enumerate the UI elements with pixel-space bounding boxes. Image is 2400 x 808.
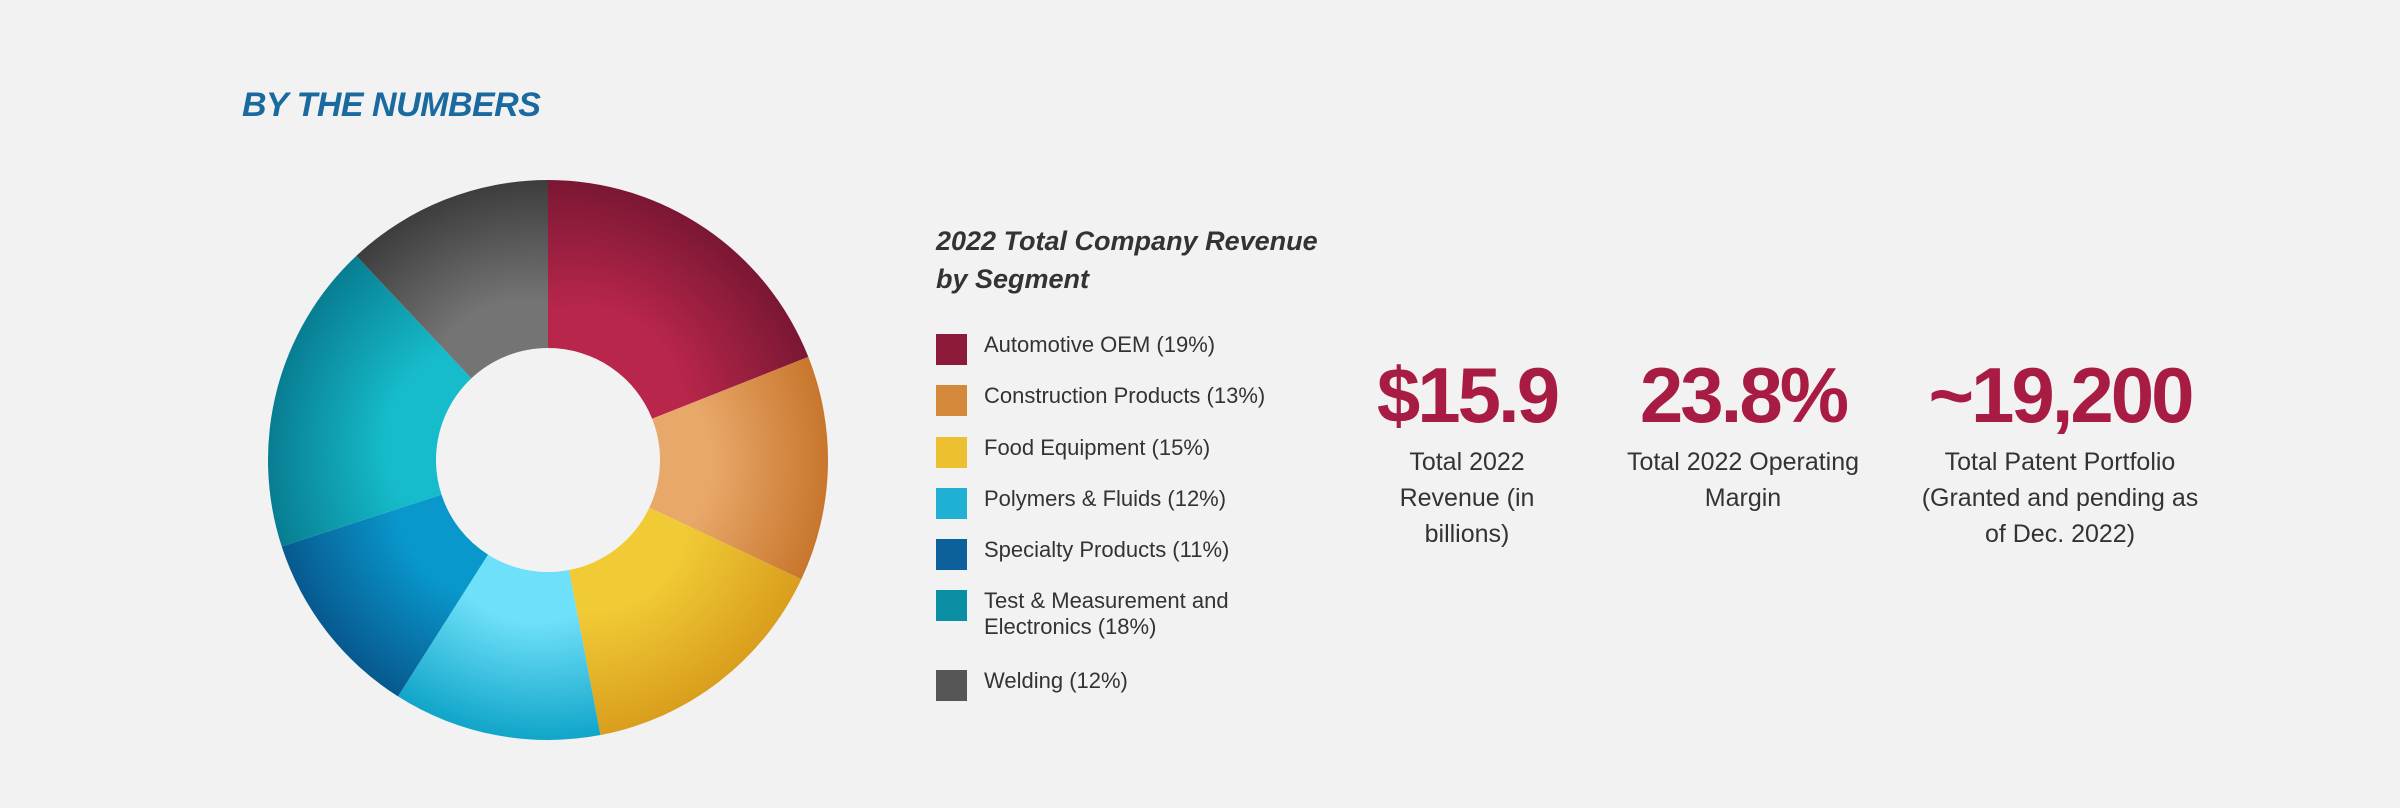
legend-label: Automotive OEM (19%)	[984, 332, 1304, 358]
stat-operating-margin: 23.8% Total 2022 Operating Margin	[1618, 350, 1868, 516]
chart-title: 2022 Total Company Revenue by Segment	[936, 222, 1356, 298]
legend-swatch	[936, 385, 967, 416]
legend-label: Test & Measurement and Electronics (18%)	[984, 588, 1304, 640]
legend-swatch	[936, 488, 967, 519]
stat-value: $15.9	[1362, 350, 1572, 440]
chart-title-line-2: by Segment	[936, 260, 1356, 298]
stat-revenue: $15.9 Total 2022 Revenue (in billions)	[1362, 350, 1572, 552]
stat-label: Total 2022 Operating Margin	[1618, 444, 1868, 516]
stat-value: 23.8%	[1618, 350, 1868, 440]
legend-label: Welding (12%)	[984, 668, 1304, 694]
stat-label: Total 2022 Revenue (in billions)	[1362, 444, 1572, 552]
legend-swatch	[936, 437, 967, 468]
legend-swatch	[936, 539, 967, 570]
legend-label: Food Equipment (15%)	[984, 435, 1304, 461]
legend-swatch	[936, 334, 967, 365]
page-title: BY THE NUMBERS	[242, 86, 540, 125]
stat-value: ~19,200	[1912, 350, 2208, 440]
stat-label: Total Patent Portfolio (Granted and pend…	[1912, 444, 2208, 552]
revenue-donut-chart	[248, 160, 848, 760]
chart-title-line-1: 2022 Total Company Revenue	[936, 222, 1356, 260]
legend-label: Polymers & Fluids (12%)	[984, 486, 1304, 512]
legend-swatch	[936, 590, 967, 621]
stat-patent-portfolio: ~19,200 Total Patent Portfolio (Granted …	[1912, 350, 2208, 552]
legend-label: Specialty Products (11%)	[984, 537, 1304, 563]
legend-label: Construction Products (13%)	[984, 383, 1304, 409]
legend-swatch	[936, 670, 967, 701]
